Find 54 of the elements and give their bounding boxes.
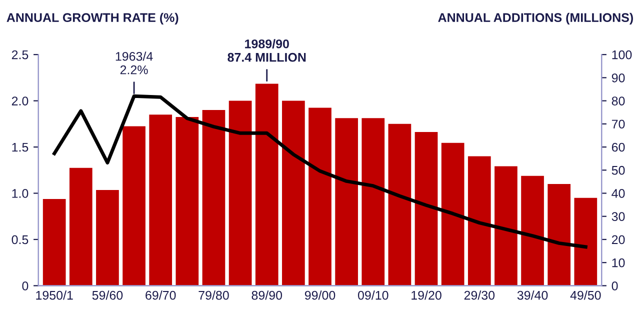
y2-tick-label: 100 (612, 50, 632, 60)
bar (202, 110, 226, 286)
bar (69, 168, 92, 286)
bar (42, 199, 66, 286)
bar (441, 142, 464, 286)
bar (122, 126, 146, 286)
line-series (52, 94, 588, 249)
y2-tick-label: 0 (612, 281, 618, 290)
y2-tick-label: 40 (612, 189, 625, 198)
x-tick-label: 49/50 (570, 290, 601, 300)
y2-tick-label: 70 (612, 120, 625, 129)
bar (228, 100, 252, 286)
bar (255, 84, 278, 286)
bar (282, 100, 305, 286)
x-tick-label: 69/70 (146, 290, 176, 300)
y2-tick-label: 60 (612, 142, 625, 152)
y-tick-label: 2.0 (12, 96, 28, 106)
bar (149, 114, 172, 286)
x-tick-label: 79/80 (198, 290, 229, 300)
y-tick-label: 1.5 (12, 142, 28, 152)
bar (308, 108, 332, 286)
annotation: 1963/4 2.2% (116, 52, 153, 74)
y2-axis-title: ANNUAL ADDITIONS (MILLIONS) (438, 12, 633, 24)
y-tick-label: 2.5 (12, 50, 28, 60)
bar (335, 118, 358, 286)
bar (494, 166, 518, 286)
bar (96, 190, 119, 286)
bar (521, 176, 544, 286)
bar (414, 132, 438, 286)
y2-tick-label: 10 (612, 258, 625, 268)
y-tick-label: 1.0 (12, 189, 28, 198)
x-tick-label: 09/10 (358, 290, 388, 300)
x-tick-label: 99/00 (304, 290, 336, 300)
bar (468, 156, 491, 286)
y2-tick-label: 30 (612, 212, 625, 222)
bar (574, 198, 598, 286)
x-tick-label: 19/20 (412, 290, 442, 300)
annotation: 1989/90 87.4 MILLION (228, 39, 306, 62)
y2-tick-label: 50 (612, 166, 625, 175)
x-tick-label: 89/90 (252, 290, 282, 300)
x-tick-label: 29/30 (464, 290, 495, 300)
x-tick-label: 59/60 (92, 290, 123, 300)
bar (176, 116, 199, 286)
y-tick-label: 0.5 (12, 235, 28, 244)
bar (548, 184, 571, 286)
x-tick-label: 39/40 (517, 290, 548, 300)
y-axis-title: ANNUAL GROWTH RATE (%) (6, 12, 178, 24)
bar (388, 124, 412, 286)
y-tick-label: 0 (22, 281, 28, 290)
y2-tick-label: 20 (612, 235, 625, 244)
y2-tick-label: 80 (612, 96, 625, 106)
x-tick-label: 1950/1 (36, 290, 73, 300)
bar (362, 118, 385, 286)
y2-tick-label: 90 (612, 73, 625, 82)
